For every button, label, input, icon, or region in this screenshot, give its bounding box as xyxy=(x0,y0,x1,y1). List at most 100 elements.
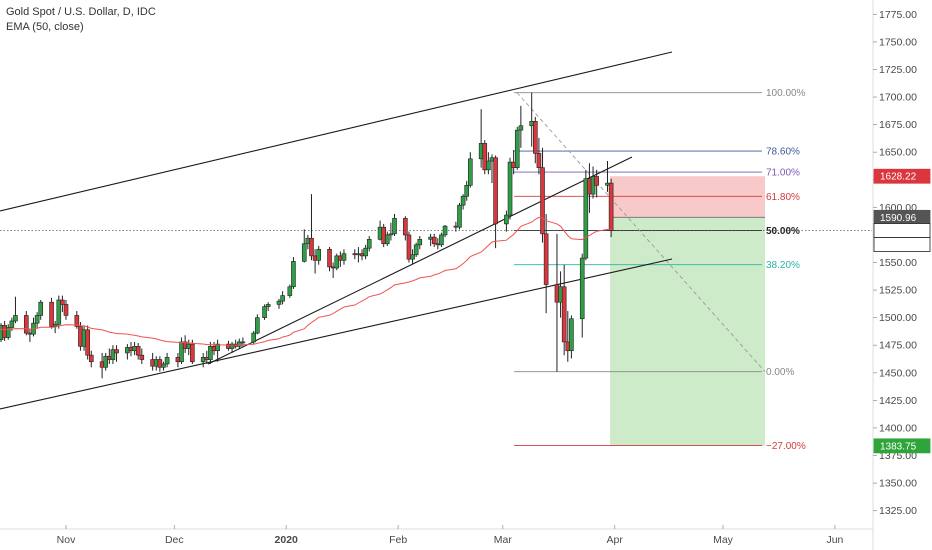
candle xyxy=(464,180,470,201)
candle xyxy=(38,300,44,320)
candle-body xyxy=(583,178,589,259)
time-tick-label: Nov xyxy=(57,534,76,546)
current-price-badge: 1579.10 xyxy=(880,226,917,237)
candle xyxy=(413,242,419,257)
candle-body xyxy=(403,218,408,236)
chart-legend: Gold Spot / U.S. Dollar, D, IDC EMA (50,… xyxy=(6,5,156,35)
price-badges: 1628.22 1590.96 1579.10 02:21:19 1383.75 xyxy=(873,168,931,454)
candle-body xyxy=(240,341,246,344)
candle xyxy=(392,213,397,237)
candle xyxy=(543,213,549,314)
stop-loss-zone xyxy=(610,176,765,218)
candle xyxy=(291,256,296,289)
fib-retracement: 100.00% 78.60% 71.00% 61.80% 50.00% 38.20% 0.0… xyxy=(0,88,872,452)
fib-level-label: 61.80% xyxy=(766,192,800,203)
price-tick-label: 1550.00 xyxy=(879,257,917,269)
channel-lower-line xyxy=(0,258,673,410)
price-tick-label: 1750.00 xyxy=(879,36,917,48)
candle xyxy=(13,296,18,324)
candle xyxy=(255,314,260,335)
candle-body xyxy=(431,236,437,245)
stop-price-badge-bg xyxy=(873,168,931,184)
candle xyxy=(301,229,307,263)
position-zones xyxy=(610,176,765,446)
countdown-badge-bg xyxy=(873,237,931,252)
price-tick-label: 1500.00 xyxy=(879,312,917,324)
candle-body xyxy=(60,299,65,305)
candle xyxy=(363,244,368,260)
candle xyxy=(23,311,29,336)
candle-body xyxy=(363,247,368,257)
candle-body xyxy=(388,233,394,236)
candle-body xyxy=(327,248,332,268)
candle-body xyxy=(265,304,271,307)
candle xyxy=(63,300,69,320)
candle-body xyxy=(236,341,242,347)
candle-body xyxy=(464,184,470,197)
candle-body xyxy=(392,218,397,235)
price-tick-label: 1650.00 xyxy=(879,147,917,159)
candle xyxy=(316,245,322,265)
candle xyxy=(532,116,538,164)
take-profit-zone xyxy=(610,217,765,446)
candle-body xyxy=(157,359,163,368)
candle xyxy=(594,169,599,198)
candle xyxy=(208,341,213,364)
price-tick-label: 1525.00 xyxy=(879,285,917,297)
candle-body xyxy=(52,323,58,327)
target-price-badge-bg xyxy=(873,438,931,454)
price-tick-label: 1325.00 xyxy=(879,505,917,517)
candle xyxy=(135,343,141,360)
candle xyxy=(280,291,285,305)
candle-body xyxy=(301,243,307,262)
candle xyxy=(125,344,130,360)
candle xyxy=(139,348,145,364)
fib-level-label: 78.60% xyxy=(766,147,800,158)
time-tick-label: May xyxy=(713,534,734,546)
candle-body xyxy=(543,233,549,285)
candle xyxy=(110,345,116,364)
candle-body xyxy=(251,332,257,343)
candle xyxy=(504,210,509,232)
candle xyxy=(410,249,415,264)
price-tick-label: 1725.00 xyxy=(879,64,917,76)
candle xyxy=(309,194,314,261)
price-tick-label: 1400.00 xyxy=(879,422,917,434)
candle-body xyxy=(569,318,574,352)
candle xyxy=(460,194,466,210)
fib-level-label: 100.00% xyxy=(766,88,806,99)
candle-body xyxy=(38,301,44,316)
candle-body xyxy=(9,320,15,328)
candle xyxy=(327,247,332,272)
candle-body xyxy=(110,349,116,360)
candle xyxy=(384,231,390,246)
candle-body xyxy=(164,357,170,365)
candle xyxy=(366,236,372,252)
candle xyxy=(265,302,271,312)
candle xyxy=(442,225,448,238)
candle xyxy=(179,337,184,364)
fib-level-label: −27.00% xyxy=(766,441,806,452)
candle-body xyxy=(341,253,347,261)
candle xyxy=(482,140,488,175)
candle-body xyxy=(493,157,498,225)
time-axis: Nov Dec 2020 Feb Mar Apr May Jun xyxy=(0,525,873,546)
fib-level-label: 50.00% xyxy=(766,226,800,237)
candle-body xyxy=(280,295,285,302)
candle-body xyxy=(23,315,29,334)
candle-body xyxy=(135,346,141,356)
candle xyxy=(334,253,340,271)
fib-level-label: 0.00% xyxy=(766,367,794,378)
candle-body xyxy=(56,299,62,325)
candle xyxy=(287,284,293,298)
symbol-title: Gold Spot / U.S. Dollar, D, IDC xyxy=(6,6,156,18)
candle-body xyxy=(366,239,372,249)
candle xyxy=(56,295,62,329)
candle-body xyxy=(532,121,538,154)
candle xyxy=(514,126,520,170)
candle xyxy=(608,178,614,238)
candle-body xyxy=(334,255,340,269)
candle-body xyxy=(439,234,444,246)
candle-body xyxy=(460,196,466,206)
